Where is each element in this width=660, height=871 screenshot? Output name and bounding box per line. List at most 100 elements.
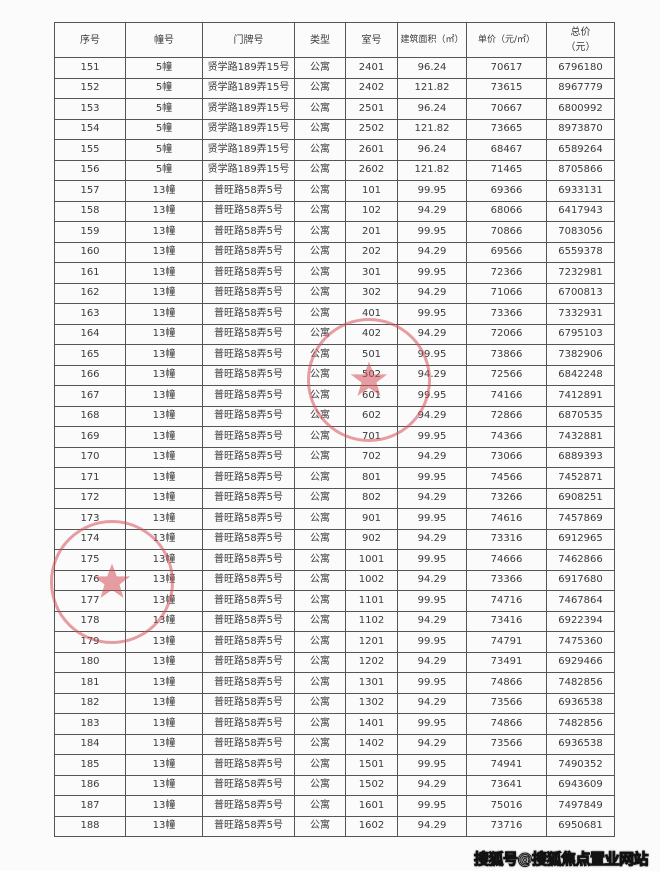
cell-serial: 160 [54, 241, 126, 263]
cell-total-price: 6800992 [546, 98, 615, 120]
cell-room: 102 [345, 200, 398, 222]
cell-type: 公寓 [294, 323, 346, 345]
cell-building: 5幢 [125, 77, 203, 99]
cell-type: 公寓 [294, 631, 346, 653]
cell-address: 贤学路189弄15号 [202, 139, 295, 161]
table-row: 162 13幢 普旺路58弄5号 公寓 302 94.29 71066 6700813 [54, 282, 615, 304]
cell-total-price: 6950681 [546, 815, 615, 837]
cell-unit-price: 74866 [466, 672, 547, 694]
cell-room: 802 [345, 487, 398, 509]
cell-type: 公寓 [294, 405, 346, 427]
cell-total-price: 7452871 [546, 467, 615, 489]
cell-area: 94.29 [397, 815, 467, 837]
cell-total-price: 6936538 [546, 733, 615, 755]
table-row: 153 5幢 贤学路189弄15号 公寓 2501 96.24 70667 6800992 [54, 98, 615, 120]
cell-serial: 156 [54, 159, 126, 181]
table-row: 156 5幢 贤学路189弄15号 公寓 2602 121.82 71465 8705866 [54, 159, 615, 181]
table-row: 170 13幢 普旺路58弄5号 公寓 702 94.29 73066 6889393 [54, 446, 615, 468]
cell-room: 302 [345, 282, 398, 304]
header-address: 门牌号 [202, 22, 295, 58]
cell-serial: 177 [54, 590, 126, 612]
cell-total-price: 6933131 [546, 180, 615, 202]
table-row: 166 13幢 普旺路58弄5号 公寓 502 94.29 72566 6842248 [54, 364, 615, 386]
cell-type: 公寓 [294, 569, 346, 591]
cell-type: 公寓 [294, 549, 346, 571]
cell-unit-price: 68066 [466, 200, 547, 222]
cell-unit-price: 73716 [466, 815, 547, 837]
cell-address: 贤学路189弄15号 [202, 159, 295, 181]
cell-total-price: 6796180 [546, 57, 615, 79]
cell-total-price: 7482856 [546, 713, 615, 735]
cell-building: 13幢 [125, 180, 203, 202]
cell-building: 13幢 [125, 528, 203, 550]
cell-serial: 174 [54, 528, 126, 550]
table-row: 155 5幢 贤学路189弄15号 公寓 2601 96.24 68467 6589264 [54, 139, 615, 161]
cell-address: 普旺路58弄5号 [202, 713, 295, 735]
cell-area: 121.82 [397, 77, 467, 99]
header-building: 幢号 [125, 22, 203, 58]
cell-room: 101 [345, 180, 398, 202]
cell-building: 13幢 [125, 487, 203, 509]
cell-room: 201 [345, 221, 398, 243]
cell-serial: 152 [54, 77, 126, 99]
cell-serial: 159 [54, 221, 126, 243]
cell-room: 902 [345, 528, 398, 550]
cell-total-price: 6842248 [546, 364, 615, 386]
cell-room: 502 [345, 364, 398, 386]
cell-room: 1502 [345, 774, 398, 796]
cell-type: 公寓 [294, 672, 346, 694]
cell-unit-price: 74866 [466, 713, 547, 735]
cell-room: 1101 [345, 590, 398, 612]
cell-address: 普旺路58弄5号 [202, 262, 295, 284]
cell-room: 1102 [345, 610, 398, 632]
cell-room: 901 [345, 508, 398, 530]
cell-type: 公寓 [294, 241, 346, 263]
cell-address: 普旺路58弄5号 [202, 508, 295, 530]
cell-serial: 187 [54, 795, 126, 817]
cell-type: 公寓 [294, 159, 346, 181]
header-area: 建筑面积（㎡） [397, 22, 467, 58]
cell-area: 94.29 [397, 733, 467, 755]
cell-address: 普旺路58弄5号 [202, 487, 295, 509]
cell-area: 94.29 [397, 364, 467, 386]
cell-building: 13幢 [125, 508, 203, 530]
cell-area: 94.29 [397, 405, 467, 427]
cell-address: 贤学路189弄15号 [202, 118, 295, 140]
cell-area: 99.95 [397, 672, 467, 694]
cell-type: 公寓 [294, 139, 346, 161]
cell-total-price: 6917680 [546, 569, 615, 591]
cell-building: 13幢 [125, 241, 203, 263]
cell-building: 13幢 [125, 672, 203, 694]
cell-type: 公寓 [294, 692, 346, 714]
cell-unit-price: 71465 [466, 159, 547, 181]
table-row: 169 13幢 普旺路58弄5号 公寓 701 99.95 74366 7432881 [54, 426, 615, 448]
cell-total-price: 7490352 [546, 754, 615, 776]
header-total-unit: （元） [565, 42, 596, 53]
cell-room: 601 [345, 385, 398, 407]
cell-building: 13幢 [125, 713, 203, 735]
cell-address: 普旺路58弄5号 [202, 241, 295, 263]
cell-unit-price: 74616 [466, 508, 547, 530]
table-row: 180 13幢 普旺路58弄5号 公寓 1202 94.29 73491 6929466 [54, 651, 615, 673]
cell-building: 13幢 [125, 631, 203, 653]
cell-building: 13幢 [125, 774, 203, 796]
cell-total-price: 6936538 [546, 692, 615, 714]
cell-serial: 184 [54, 733, 126, 755]
cell-area: 99.95 [397, 180, 467, 202]
cell-address: 普旺路58弄5号 [202, 590, 295, 612]
header-total-label: 总价 [570, 27, 591, 38]
cell-room: 2601 [345, 139, 398, 161]
cell-room: 1001 [345, 549, 398, 571]
cell-room: 1201 [345, 631, 398, 653]
cell-address: 普旺路58弄5号 [202, 733, 295, 755]
cell-total-price: 7083056 [546, 221, 615, 243]
table-row: 152 5幢 贤学路189弄15号 公寓 2402 121.82 73615 8967779 [54, 77, 615, 99]
cell-area: 99.95 [397, 795, 467, 817]
cell-room: 1302 [345, 692, 398, 714]
cell-building: 13幢 [125, 692, 203, 714]
cell-unit-price: 74166 [466, 385, 547, 407]
cell-room: 402 [345, 323, 398, 345]
cell-address: 普旺路58弄5号 [202, 303, 295, 325]
cell-building: 13幢 [125, 282, 203, 304]
cell-total-price: 7412891 [546, 385, 615, 407]
